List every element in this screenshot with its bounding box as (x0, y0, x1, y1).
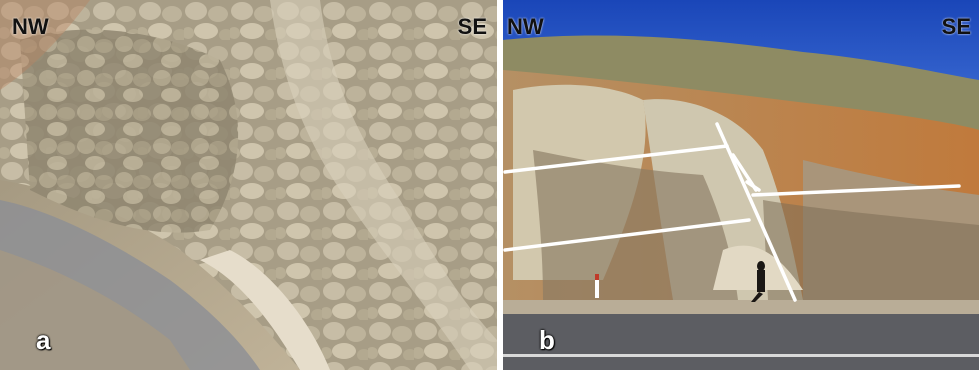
fault-lines (503, 122, 961, 302)
direction-label-se: SE (457, 14, 487, 39)
photo-panel-b: NW SE b (503, 0, 979, 370)
outcrop-closeup-photo (0, 0, 497, 370)
direction-label-nw: NW (507, 14, 544, 39)
direction-label-se: SE (941, 14, 971, 39)
direction-label-nw: NW (12, 14, 49, 39)
roadcut-photo (503, 0, 979, 370)
panel-letter-b: b (539, 325, 555, 355)
panel-letter-a: a (36, 325, 51, 355)
photo-panel-a: NW SE a (0, 0, 497, 370)
